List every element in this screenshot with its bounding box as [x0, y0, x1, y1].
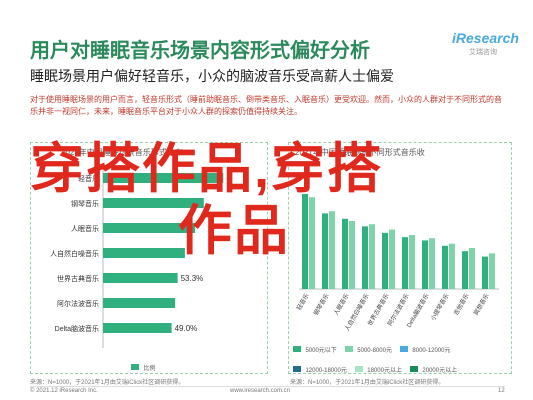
legend-swatch — [399, 346, 408, 352]
legend-item: 5000元以下 — [293, 339, 337, 357]
legend-item: 8000-12000元 — [399, 339, 451, 357]
bar — [422, 240, 428, 289]
category-label: Delta脑波音乐 — [55, 324, 99, 333]
bar — [469, 247, 475, 289]
category-label: 世界古典音乐 — [57, 274, 99, 283]
footer-site: www.iresearch.com.cn — [230, 388, 291, 394]
legend-swatch — [131, 364, 139, 370]
legend-swatch — [293, 366, 301, 372]
right-legend: 5000元以下 5000-8000元 8000-12000元 12000-180… — [293, 339, 507, 377]
page-title: 用户对睡眠音乐场景内容形式偏好分析 — [30, 40, 370, 62]
bar — [103, 323, 172, 333]
body-paragraph: 对于使用睡眠场景的用户而言，轻音乐形式（睡前助眠音乐、倒带类音乐、入眠音乐）更受… — [30, 95, 502, 116]
legend-text: 20000元以上 — [422, 368, 458, 374]
bar — [362, 226, 368, 289]
bar — [342, 218, 348, 289]
bar — [429, 238, 435, 289]
legend-swatch — [409, 366, 418, 372]
bar — [349, 220, 355, 289]
value-label: 53.3% — [181, 274, 204, 283]
right-bar-chart: 轻音乐 钢琴音乐 人眠音乐人自然白噪音乐世界古典音乐阿尔法波音乐Delta脑波音乐小… — [295, 193, 499, 332]
bar — [442, 245, 448, 289]
legend-text: 8000-12000元 — [412, 348, 451, 354]
category-label: 钢琴音乐 — [71, 199, 99, 208]
footer-source-right: 来源：N=1000，于2021年1月由艾瑞iClick社区调研获得。 — [290, 380, 445, 386]
category-label: 人自然白噪音乐 — [50, 249, 99, 258]
bar — [382, 232, 388, 289]
legend-swatch — [293, 346, 301, 352]
category-label: 轻音乐 — [295, 292, 311, 312]
bar — [103, 223, 196, 233]
legend-swatch — [354, 366, 363, 372]
legend-text: 18000元以上 — [367, 368, 402, 374]
left-chart-title: 2021年中国睡眠场景音乐形式分布 — [61, 148, 183, 157]
watermark-line-1: 穿搭作品,穿搭 — [30, 139, 384, 199]
page-number: 12 — [498, 388, 505, 394]
brand-logo: iResearch 艾瑞咨询 — [452, 30, 519, 60]
category-label: 人眠音乐 — [332, 292, 351, 317]
legend-item: 5000-8000元 — [344, 339, 392, 357]
legend-item: 18000元以上 — [354, 359, 402, 377]
value-label: 49.0% — [175, 324, 198, 333]
bar — [103, 198, 204, 208]
bar — [489, 253, 495, 289]
bar — [103, 273, 178, 283]
bar — [482, 256, 488, 289]
watermark-overlay: 穿搭作品,穿搭 作品 — [30, 138, 510, 262]
category-label: 阿尔法波音乐 — [57, 299, 99, 308]
category-label: 冥想音乐 — [472, 292, 491, 317]
legend-item: 20000元以上 — [409, 359, 458, 377]
bar — [329, 211, 335, 289]
category-label: 吉他音乐 — [452, 292, 471, 317]
left-chart-panel: 2021年中国睡眠场景音乐形式分布 轻音乐钢琴音乐人眠音乐人自然白噪音乐世界古典… — [30, 142, 268, 374]
legend-text: 5000元以下 — [305, 348, 337, 354]
bar — [369, 224, 375, 289]
legend-swatch — [344, 346, 353, 352]
category-label: 钢琴音乐 — [312, 292, 331, 317]
watermark-line-2: 作品 — [178, 201, 290, 261]
footer-copyright: © 2021.12 iResearch Inc. — [30, 388, 98, 394]
bar — [103, 173, 224, 183]
category-label: 小提琴音乐 — [429, 292, 451, 322]
legend-text: 12000-18000元 — [305, 368, 347, 374]
logo-subtext: 艾瑞咨询 — [469, 49, 497, 56]
bar — [402, 237, 408, 289]
footer-source-left: 来源：N=1000，于2021年1月由艾瑞iClick社区调研获得。 — [30, 380, 185, 386]
bar — [103, 298, 176, 308]
legend-text: 5000-8000元 — [357, 348, 392, 354]
legend-label: 比例 — [143, 366, 156, 372]
bar — [409, 235, 415, 289]
category-label: 人眠音乐 — [71, 224, 99, 233]
bar — [103, 248, 185, 258]
legend-item: 12000-18000元 — [293, 359, 347, 377]
left-legend: 比例 — [131, 357, 155, 375]
right-chart-title: 2021年中国睡眠场景不同形式音乐收 — [295, 148, 425, 157]
bar — [462, 251, 468, 289]
bar — [322, 213, 328, 289]
footer-divider — [30, 386, 505, 387]
bar — [302, 193, 308, 289]
logo-text: iResearch — [452, 30, 519, 46]
bar — [449, 243, 455, 289]
bar — [389, 229, 395, 289]
right-chart-panel: 2021年中国睡眠场景不同形式音乐收 轻音乐 钢琴音乐 人眠音乐 人自然白噪音乐 世界古… — [288, 142, 512, 374]
category-label: 轻音乐 — [78, 174, 99, 183]
page-subtitle: 睡眠场景用户偏好轻音乐，小众的脑波音乐受高薪人士偏爱 — [30, 68, 394, 84]
bar — [309, 197, 315, 289]
